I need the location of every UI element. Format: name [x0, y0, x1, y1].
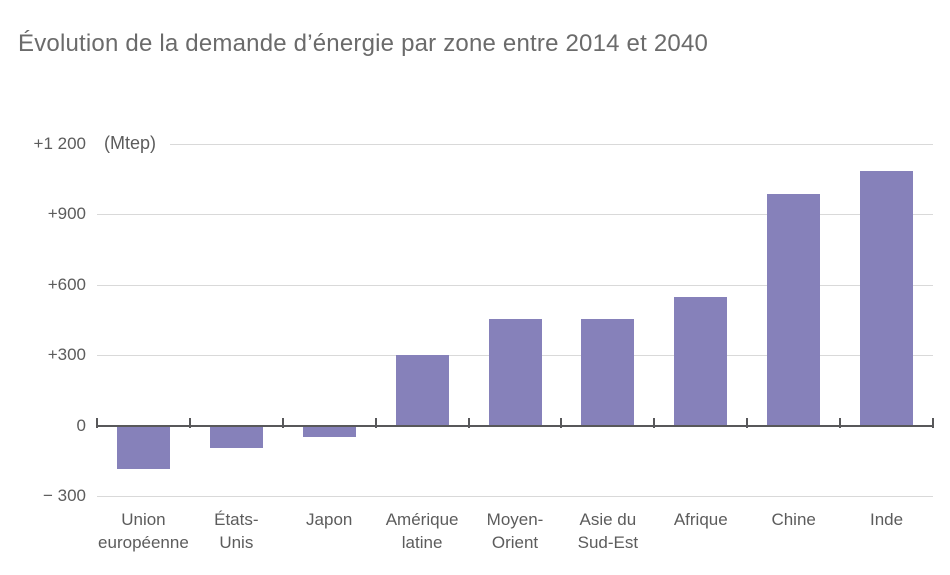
y-axis-label: − 300 — [42, 486, 86, 505]
y-axis-label: 0 — [76, 415, 86, 435]
bar-7 — [767, 194, 821, 426]
x-axis-label-line: Chine — [771, 510, 816, 529]
axis-tick — [374, 418, 377, 428]
bar-1 — [209, 425, 263, 448]
x-axis-label: Moyen- Orient — [445, 508, 585, 554]
x-axis-label: Amérique latine — [352, 508, 492, 554]
x-axis-label: Afrique — [631, 508, 771, 531]
bar-6 — [674, 297, 728, 426]
x-axis-label-line: Union — [121, 510, 166, 529]
axis-tick — [467, 418, 470, 428]
axis-tick — [96, 418, 98, 428]
gridline — [97, 144, 933, 145]
axis-tick — [560, 418, 563, 428]
axis-tick — [188, 418, 191, 428]
y-axis-label: +1 200 — [33, 133, 86, 153]
y-axis-label: +300 — [47, 345, 86, 364]
bar-3 — [395, 355, 449, 426]
x-axis-baseline — [96, 424, 934, 427]
bar-4 — [488, 318, 542, 426]
x-axis-label-line: Amérique — [385, 510, 459, 529]
x-axis-label-line: Inde — [870, 510, 904, 529]
x-axis-label-line: latine — [401, 533, 443, 552]
axis-tick — [653, 418, 656, 428]
x-axis-label: Asie du Sud-Est — [538, 508, 678, 554]
gridline — [97, 285, 933, 286]
x-axis-label-line: Japon — [306, 510, 353, 529]
axis-tick — [746, 418, 749, 428]
x-axis-label-line: Sud-Est — [577, 533, 639, 552]
x-axis-label: Japon — [259, 508, 399, 531]
y-axis-label: +600 — [47, 274, 86, 294]
x-axis-label-line: États- — [214, 510, 259, 529]
x-axis-label-line: Unis — [219, 533, 254, 552]
x-axis-label: Inde — [817, 508, 950, 531]
axis-tick — [932, 418, 934, 428]
axis-tick — [839, 418, 842, 428]
chart-title: Évolution de la demande d’énergie par zo… — [18, 30, 709, 57]
axis-tick — [281, 418, 284, 428]
y-axis-label: +900 — [47, 204, 86, 223]
x-axis-label: États- Unis — [166, 508, 306, 554]
gridline — [97, 214, 933, 215]
bar-5 — [581, 318, 635, 426]
bar-2 — [302, 425, 356, 438]
x-axis-label: Chine — [724, 508, 864, 531]
bar-8 — [860, 170, 914, 426]
y-axis-unit-label: (Mtep) — [97, 133, 171, 154]
x-axis-label-line: Asie du — [579, 510, 637, 529]
gridline — [97, 496, 933, 497]
x-axis-label: Union européenne — [73, 508, 213, 554]
x-axis-label-line: Moyen- — [486, 510, 544, 529]
bar-0 — [116, 425, 170, 469]
x-axis-label-line: Afrique — [673, 510, 728, 529]
x-axis-label-line: européenne — [98, 533, 189, 552]
x-axis-label-line: Orient — [491, 533, 539, 552]
